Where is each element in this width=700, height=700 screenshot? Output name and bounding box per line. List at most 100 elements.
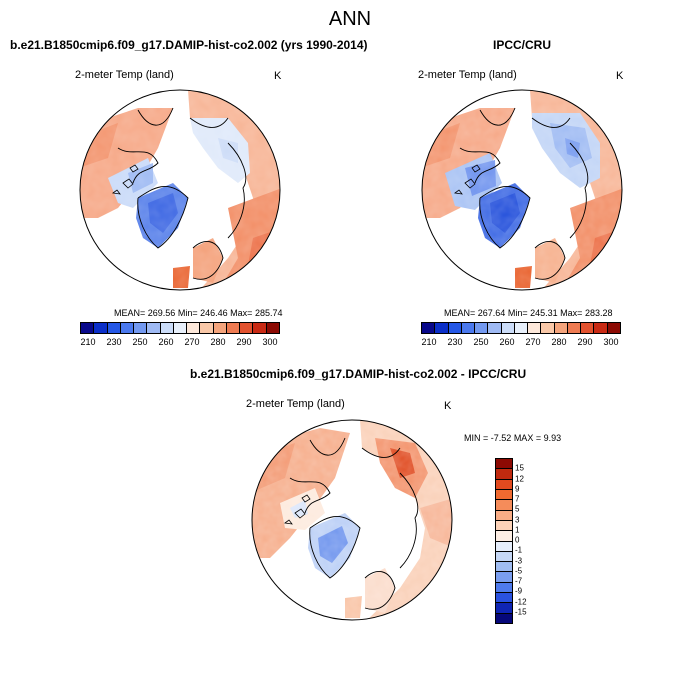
panel-2-colorbar-tick-label: 250 [473,337,489,347]
panel-1-max-value: 285.74 [254,308,283,318]
panel-1-colorbar-swatch [213,323,227,333]
panel-1-colorbar-swatch [120,323,135,333]
panel-1-colorbar-swatch [226,323,241,333]
panel-3-colorbar-swatch [496,541,512,552]
panel-3-colorbar-swatch [496,459,512,470]
panel-2-colorbar-swatch [435,323,449,333]
panel-2-colorbar-ticks: 210 230 250 260 270 280 290 300 [421,337,619,349]
panel-2-colorbar-swatch [514,323,529,333]
panel-3-colorbar-swatch [496,531,512,542]
panel-1-colorbar-tick-label: 250 [132,337,148,347]
panel-2-colorbar-tick-label: 210 [421,337,437,347]
panel-3-units: K [444,400,452,412]
panel-1-colorbar [80,322,280,334]
panel-3-colorbar-tick-label: 9 [515,484,520,494]
panel-2-max-value: 283.28 [584,308,613,318]
panel-1-colorbar-swatch [173,323,188,333]
panel-3-min-label: MIN = [464,433,489,443]
panel-2-max-label: Max= [560,308,583,318]
panel-3-colorbar-swatch [496,613,512,623]
panel-1-colorbar-tick-label: 300 [262,337,278,347]
panel-2-min-label: Min= [507,308,528,318]
panel-3-colorbar-ticks: 15 12 9 7 5 3 1 0 -1 -3 -5 -7 -9 -12 -15 [515,458,545,622]
panel-1-colorbar-swatch [107,323,121,333]
panel-2-units: K [616,70,624,82]
panel-3-colorbar-swatch [496,603,512,614]
panel-2-colorbar-swatch [528,323,542,333]
panel-2-colorbar-tick-label: 290 [577,337,593,347]
panel-1-colorbar-ticks: 210 230 250 260 270 280 290 300 [80,337,278,349]
panel-1-colorbar-swatch [160,323,174,333]
panel-1-max-label: Max= [230,308,253,318]
panel-2-colorbar-swatch [607,323,620,333]
panel-1-colorbar-swatch [240,323,254,333]
panel-3-colorbar-swatch [496,500,512,511]
panel-1-colorbar-swatch [187,323,201,333]
panel-3-colorbar-tick-label: -1 [515,545,523,555]
panel-3-max-value: 9.93 [543,433,562,443]
panel-1-units: K [274,70,282,82]
panel-1-colorbar-tick-label: 210 [80,337,96,347]
panel-3-colorbar [495,458,513,624]
panel-2-colorbar [421,322,621,334]
panel-1-colorbar-swatch [94,323,108,333]
panel-3-colorbar-swatch [496,469,512,480]
panel-2-min-value: 245.31 [530,308,558,318]
panel-3-colorbar-swatch [496,520,512,532]
panel-2-colorbar-tick-label: 260 [499,337,515,347]
panel-1-mean-value: 269.56 [147,308,176,318]
panel-3-colorbar-tick-label: 0 [515,535,520,545]
panel-1-stats: MEAN= 269.56 Min= 246.46 Max= 285.74 [114,308,282,318]
panel-3-colorbar-tick-label: -7 [515,576,523,586]
panel-1-title: b.e21.B1850cmip6.f09_g17.DAMIP-hist-co2.… [10,38,368,52]
panel-3-colorbar-tick-label: -12 [515,597,527,606]
panel-1-colorbar-tick-label: 260 [158,337,174,347]
panel-2-title: IPCC/CRU [493,38,552,52]
panel-2-colorbar-swatch [581,323,595,333]
panel-1-colorbar-tick-label: 290 [236,337,252,347]
panel-1-colorbar-swatch [134,323,148,333]
panel-1-colorbar-tick-label: 230 [106,337,122,347]
panel-3-colorbar-swatch [496,489,512,501]
panel-2-colorbar-swatch [422,323,436,333]
panel-3-max-label: MAX = [513,433,542,443]
panel-1-colorbar-swatch [147,323,161,333]
panel-1-colorbar-swatch [200,323,214,333]
panel-1-min-label: Min= [177,308,198,318]
panel-2-colorbar-swatch [448,323,462,333]
figure-title: ANN [328,8,372,30]
panel-3-colorbar-tick-label: 1 [515,525,520,535]
panel-1-colorbar-swatch [81,323,95,333]
panel-1-colorbar-swatch [253,323,267,333]
panel-3-colorbar-swatch [496,551,512,563]
panel-3-colorbar-swatch [496,562,512,573]
panel-1-polar-map [79,89,281,291]
panel-2-mean-label: MEAN= [444,308,476,318]
panel-3-variable-label: 2-meter Temp (land) [246,398,345,410]
panel-3-colorbar-swatch [496,582,512,594]
panel-3-colorbar-tick-label: -3 [515,556,523,565]
panel-3-colorbar-tick-label: -15 [515,607,527,617]
panel-3-colorbar-tick-label: 12 [515,474,524,483]
panel-2-variable-label: 2-meter Temp (land) [418,69,517,81]
panel-3-colorbar-swatch [496,510,512,521]
panel-2-colorbar-swatch [475,323,489,333]
panel-2-colorbar-tick-label: 280 [551,337,567,347]
panel-2-polar-map [421,89,623,291]
panel-3-min-value: -7.52 [490,433,512,443]
panel-3-title: b.e21.B1850cmip6.f09_g17.DAMIP-hist-co2.… [190,367,527,381]
panel-1-colorbar-tick-label: 270 [184,337,200,347]
panel-3-colorbar-tick-label: 5 [515,504,520,514]
panel-2-colorbar-swatch [554,323,568,333]
panel-3-stats: MIN = -7.52 MAX = 9.93 [464,433,561,443]
panel-1-variable-label: 2-meter Temp (land) [75,69,174,81]
panel-1-colorbar-swatch [266,323,279,333]
panel-3-colorbar-tick-label: 15 [515,463,524,473]
panel-3-colorbar-swatch [496,479,512,490]
panel-2-colorbar-swatch [541,323,555,333]
panel-2-colorbar-swatch [488,323,502,333]
panel-1-min-value: 246.46 [200,308,228,318]
panel-2-colorbar-tick-label: 230 [447,337,463,347]
panel-3-polar-map [251,419,453,621]
panel-3-colorbar-tick-label: -9 [515,586,523,596]
